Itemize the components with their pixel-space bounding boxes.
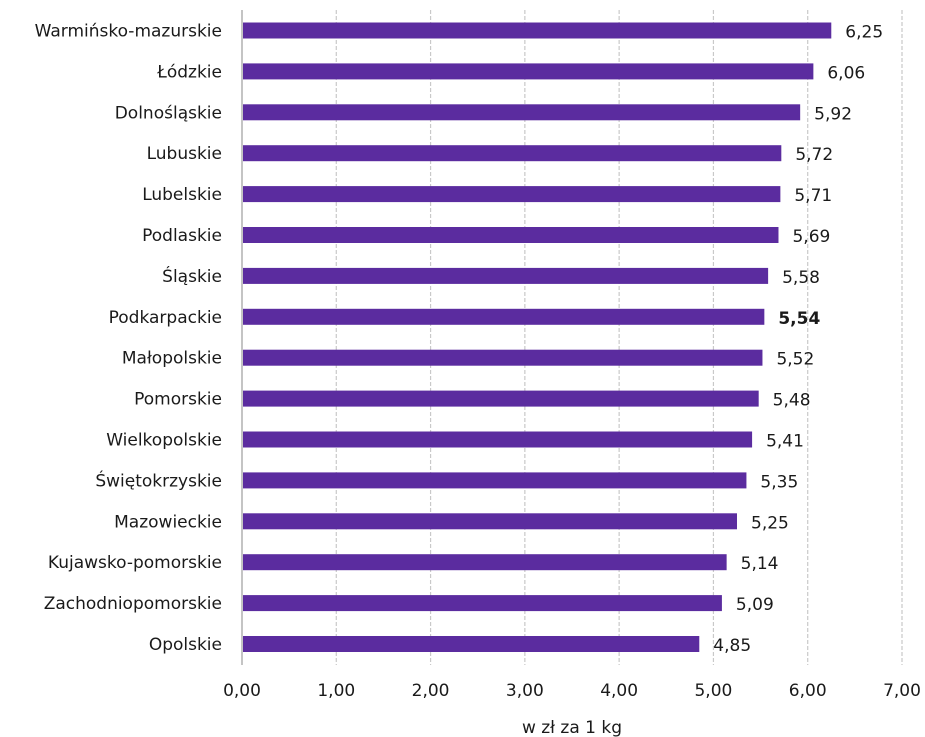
bar — [243, 145, 782, 162]
category-label: Kujawsko-pomorskie — [48, 553, 222, 573]
data-label: 5,41 — [766, 432, 804, 452]
bar — [243, 308, 765, 325]
category-label: Lubuskie — [147, 144, 222, 164]
bar — [243, 104, 801, 121]
bar — [243, 595, 722, 612]
data-label: 5,09 — [736, 595, 774, 615]
category-label: Świętokrzyskie — [95, 469, 222, 491]
x-tick-label: 0,00 — [223, 681, 261, 701]
category-label: Śląskie — [162, 265, 222, 287]
data-label: 5,71 — [794, 186, 832, 206]
data-label: 5,48 — [773, 391, 811, 411]
x-tick-label: 1,00 — [317, 681, 355, 701]
bar — [243, 554, 727, 571]
data-label: 5,25 — [751, 513, 789, 533]
category-label: Podlaskie — [142, 226, 222, 246]
bar — [243, 513, 737, 530]
category-label: Podkarpackie — [109, 308, 222, 328]
category-label: Łódzkie — [156, 62, 222, 82]
category-labels: Warmińsko-mazurskie Łódzkie Dolnośląskie Lu… — [35, 22, 222, 656]
category-label: Zachodniopomorskie — [44, 594, 222, 614]
category-label: Pomorskie — [134, 390, 222, 410]
data-label: 5,52 — [776, 350, 814, 370]
data-label: 5,35 — [760, 472, 798, 492]
category-label: Dolnośląskie — [115, 103, 222, 123]
data-label: 6,06 — [827, 63, 865, 83]
category-label: Wielkopolskie — [106, 431, 222, 451]
x-axis-title: w zł za 1 kg — [522, 718, 622, 737]
bars — [243, 22, 832, 652]
data-label: 5,54 — [778, 309, 820, 329]
bar — [243, 63, 814, 80]
bar — [243, 390, 759, 407]
bar — [243, 227, 779, 243]
data-label: 5,14 — [741, 554, 779, 574]
x-tick-label: 6,00 — [789, 681, 827, 701]
bar — [243, 186, 781, 203]
x-tick-label: 3,00 — [506, 681, 544, 701]
category-label: Lubelskie — [142, 185, 222, 205]
x-tick-label: 2,00 — [412, 681, 450, 701]
bar — [243, 472, 747, 489]
data-label: 5,92 — [814, 104, 852, 124]
data-label: 6,25 — [845, 23, 883, 43]
bar — [243, 22, 832, 39]
bar — [243, 349, 763, 366]
category-label: Opolskie — [149, 635, 222, 655]
category-label: Małopolskie — [122, 349, 222, 369]
data-labels: 6,25 6,06 5,92 5,72 5,71 5,69 5,58 5,54 5,52 5,48… — [713, 23, 883, 657]
category-label: Warmińsko-mazurskie — [35, 22, 222, 42]
x-tick-label: 4,00 — [600, 681, 638, 701]
data-label: 5,58 — [782, 268, 820, 288]
data-label: 4,85 — [713, 636, 751, 656]
category-label: Mazowieckie — [114, 512, 222, 532]
x-tick-label: 5,00 — [694, 681, 732, 701]
bar — [243, 431, 753, 448]
bar — [243, 267, 769, 284]
x-tick-label: 7,00 — [883, 681, 921, 701]
data-label: 5,69 — [792, 227, 830, 247]
x-tick-labels: 0,00 1,00 2,00 3,00 4,00 5,00 6,00 7,00 — [223, 681, 921, 701]
bar — [243, 636, 700, 652]
data-label: 5,72 — [795, 145, 833, 165]
